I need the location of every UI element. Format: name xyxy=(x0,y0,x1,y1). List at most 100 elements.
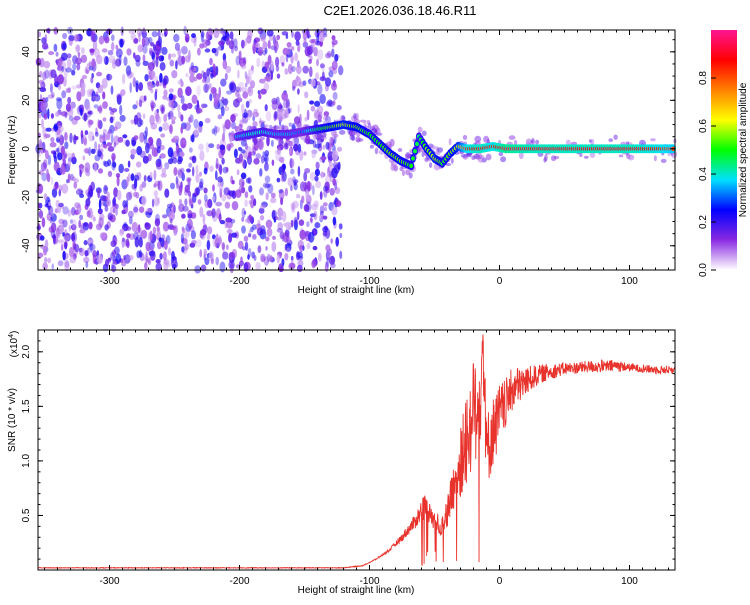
noise-blob xyxy=(98,222,102,229)
y-tick-label: 2.0 xyxy=(21,344,32,358)
noise-blob xyxy=(181,246,185,253)
noise-blob xyxy=(180,167,185,174)
halo-blob xyxy=(450,157,454,164)
noise-blob xyxy=(81,74,87,80)
noise-blob xyxy=(156,138,162,149)
noise-blob xyxy=(73,134,77,145)
noise-blob xyxy=(130,173,135,182)
noise-blob xyxy=(184,243,189,251)
noise-blob xyxy=(39,87,47,93)
noise-blob xyxy=(97,84,104,94)
colorbar: 0.0 0.2 0.4 0.6 0.8 Normalized spectral ampl… xyxy=(698,30,749,277)
noise-blob xyxy=(119,104,123,116)
spectrogram-y-ticks: -40 -20 0 20 40 xyxy=(21,39,675,271)
halo-blob xyxy=(485,153,492,161)
noise-blob xyxy=(295,39,300,46)
halo-blob xyxy=(445,163,452,166)
halo-blob xyxy=(530,139,534,143)
snr-x-ticks: -300 -200 -100 0 100 xyxy=(44,330,669,587)
noise-blob xyxy=(184,122,191,131)
noise-blob xyxy=(88,243,96,251)
noise-blob xyxy=(56,230,61,239)
noise-blob xyxy=(211,195,216,202)
noise-blob xyxy=(293,143,299,152)
noise-blob xyxy=(267,253,271,263)
noise-blob xyxy=(142,44,148,54)
noise-blob xyxy=(117,189,122,201)
noise-blob xyxy=(158,126,163,132)
noise-blob xyxy=(51,92,55,98)
noise-blob xyxy=(161,55,165,61)
noise-blob xyxy=(73,34,80,42)
noise-blob xyxy=(272,235,276,240)
noise-blob xyxy=(171,263,177,269)
noise-blob xyxy=(298,219,305,226)
noise-blob xyxy=(309,217,313,222)
noise-blob xyxy=(155,262,162,271)
noise-blob xyxy=(264,175,271,184)
noise-blob xyxy=(328,70,334,78)
noise-blob xyxy=(331,205,338,216)
noise-blob xyxy=(118,163,124,174)
noise-blob xyxy=(313,46,318,57)
noise-blob xyxy=(41,172,48,182)
noise-blob xyxy=(71,117,78,125)
noise-blob xyxy=(195,187,201,196)
noise-blob xyxy=(217,237,222,245)
halo-blob xyxy=(544,153,548,162)
noise-blob xyxy=(111,264,117,273)
noise-blob xyxy=(90,77,94,84)
noise-blob xyxy=(41,217,46,228)
noise-blob xyxy=(281,91,289,102)
noise-blob xyxy=(293,181,297,186)
noise-blob xyxy=(224,119,231,130)
noise-blob xyxy=(150,42,155,47)
noise-blob xyxy=(127,210,134,219)
noise-blob xyxy=(110,133,114,144)
colorbar-label: Normalized spectral amplitude xyxy=(738,82,749,217)
noise-blob xyxy=(142,155,149,164)
noise-blob xyxy=(237,81,245,90)
noise-blob xyxy=(150,99,155,106)
noise-blob xyxy=(164,188,170,198)
noise-blob xyxy=(69,132,73,143)
noise-blob xyxy=(136,146,143,156)
noise-blob xyxy=(76,91,82,102)
noise-blob xyxy=(162,122,170,131)
noise-blob xyxy=(191,155,197,164)
noise-blob xyxy=(125,65,132,76)
noise-blob xyxy=(280,197,284,206)
noise-blob xyxy=(136,227,140,235)
noise-blob xyxy=(244,38,247,47)
noise-blob xyxy=(180,137,187,149)
halo-blob xyxy=(317,135,321,142)
noise-blob xyxy=(110,240,117,248)
noise-blob xyxy=(322,144,326,150)
noise-blob xyxy=(187,213,193,219)
noise-blob xyxy=(237,94,241,100)
noise-blob xyxy=(168,247,172,256)
noise-blob xyxy=(181,45,188,55)
noise-blob xyxy=(69,255,77,264)
noise-blob xyxy=(135,59,141,67)
noise-blob xyxy=(336,104,342,111)
noise-blob xyxy=(260,155,265,164)
noise-blob xyxy=(311,203,318,211)
noise-blob xyxy=(142,60,149,66)
noise-blob xyxy=(289,157,293,169)
noise-blob xyxy=(315,180,322,189)
noise-blob xyxy=(214,126,220,133)
noise-blob xyxy=(215,170,218,181)
noise-blob xyxy=(64,141,69,150)
noise-blob xyxy=(84,162,91,173)
noise-blob xyxy=(177,169,184,179)
noise-blob xyxy=(98,104,103,114)
noise-blob xyxy=(294,76,302,87)
noise-blob xyxy=(122,237,126,243)
noise-blob xyxy=(195,108,203,114)
noise-blob xyxy=(290,256,294,265)
noise-blob xyxy=(252,146,256,155)
noise-blob xyxy=(275,65,280,72)
noise-blob xyxy=(67,96,72,104)
noise-blob xyxy=(213,93,220,104)
